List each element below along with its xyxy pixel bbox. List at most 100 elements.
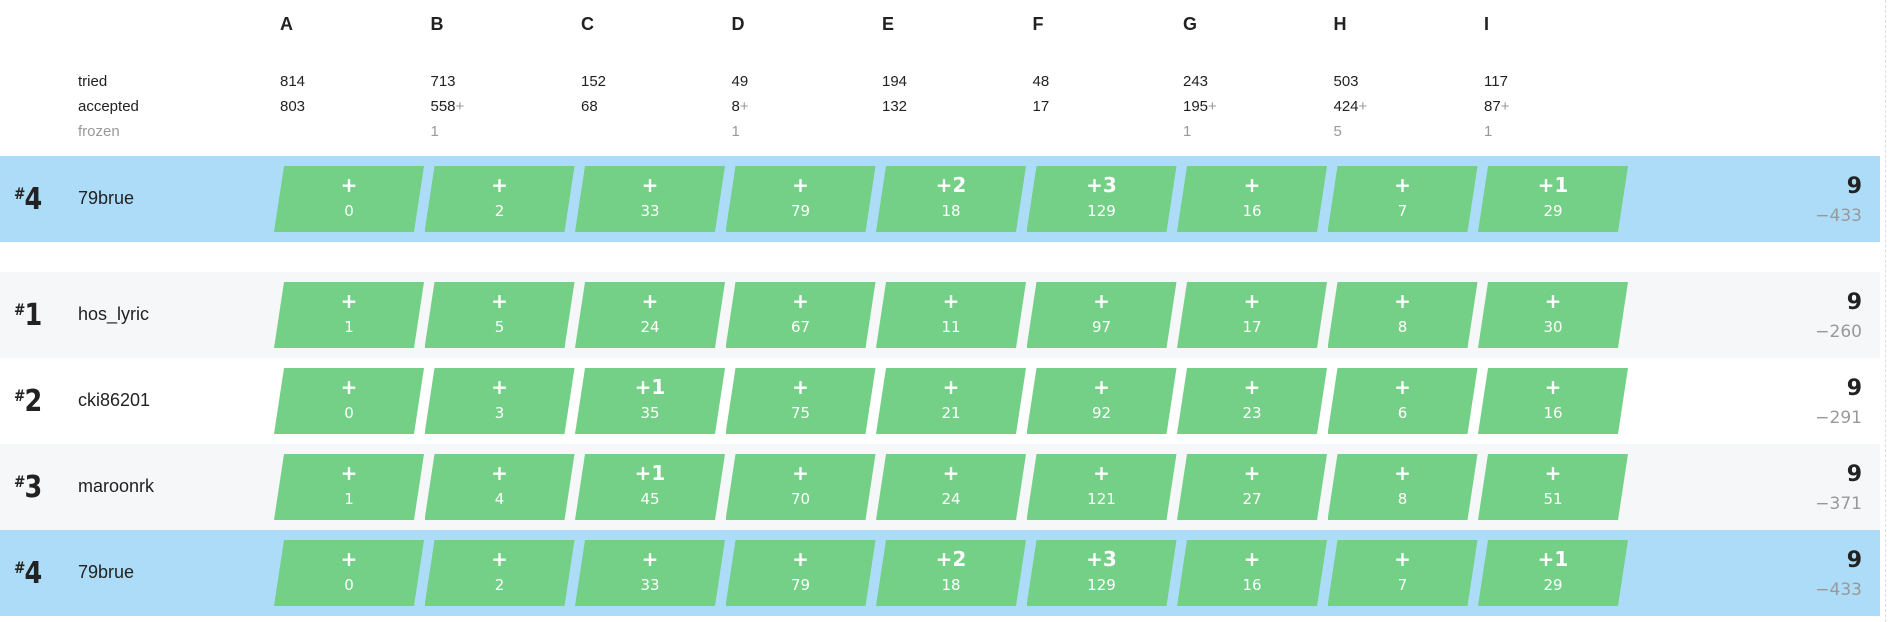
problem-cell-accepted[interactable]: +1 29 xyxy=(1478,166,1628,232)
time: 79 xyxy=(790,202,811,220)
problem-cell-accepted[interactable]: +11 xyxy=(876,282,1026,348)
accepted-count-wrap: 803 xyxy=(280,98,305,115)
accepted-count-wrap: 68 xyxy=(581,98,598,115)
problem-cell-accepted[interactable]: +2 18 xyxy=(876,540,1026,606)
problem-cell-accepted[interactable]: +7 xyxy=(1327,540,1478,606)
frozen-label: frozen xyxy=(78,123,120,140)
accepted-plus: + xyxy=(739,98,749,115)
problem-cell-accepted[interactable]: +79 xyxy=(725,166,876,232)
problem-cell-accepted[interactable]: +121 xyxy=(1026,454,1177,520)
problem-cell-accepted[interactable]: +16 xyxy=(1478,368,1628,434)
problem-header[interactable]: E xyxy=(882,14,895,34)
problem-cell-accepted[interactable]: +3 129 xyxy=(1026,540,1177,606)
attempts: + xyxy=(340,289,358,313)
rank-hash: # xyxy=(14,386,25,405)
problem-cell-accepted[interactable]: +1 35 xyxy=(575,368,725,434)
score: 9 xyxy=(1846,462,1862,487)
problem-cell-accepted[interactable]: +75 xyxy=(725,368,876,434)
problem-cell-accepted[interactable]: +0 xyxy=(274,166,424,232)
problem-cell-accepted[interactable]: +17 xyxy=(1177,282,1327,348)
problem-cell-accepted[interactable]: +79 xyxy=(725,540,876,606)
problem-cell-accepted[interactable]: +4 xyxy=(424,454,575,520)
tried-count: 49 xyxy=(731,73,749,90)
attempts: + xyxy=(491,461,508,485)
time: 23 xyxy=(1242,404,1262,422)
time: 17 xyxy=(1242,318,1262,336)
standings-row[interactable]: #1 hos_lyric +1 +5 +24 +67 +11 +97 +17 +8 +30 9 −260 xyxy=(0,272,1880,358)
problem-cell-accepted[interactable]: +30 xyxy=(1478,282,1628,348)
problem-cell-accepted[interactable]: +21 xyxy=(876,368,1026,434)
problem-cell-accepted[interactable]: +2 xyxy=(424,540,575,606)
standings-row[interactable]: #3 maroonrk +1 +4 +1 45 +70 +24 +121 +27 +8 +51 9 −37… xyxy=(0,444,1880,530)
attempts: +1 xyxy=(634,461,666,485)
problem-cell-accepted[interactable]: +1 45 xyxy=(575,454,725,520)
attempts: + xyxy=(1394,289,1411,313)
problem-cell-accepted[interactable]: +24 xyxy=(876,454,1026,520)
problem-cell-accepted[interactable]: +3 129 xyxy=(1026,166,1177,232)
problem-header[interactable]: H xyxy=(1333,14,1347,34)
scrollbar[interactable] xyxy=(1885,0,1886,622)
problem-cell-accepted[interactable]: +2 xyxy=(424,166,575,232)
contestant-name[interactable]: hos_lyric xyxy=(78,304,150,324)
rank: #2 xyxy=(14,384,42,419)
problem-cell-accepted[interactable]: +1 29 xyxy=(1478,540,1628,606)
problem-cell-accepted[interactable]: +67 xyxy=(725,282,876,348)
contestant-name[interactable]: 79brue xyxy=(78,562,135,582)
problem-cell-accepted[interactable]: +6 xyxy=(1327,368,1478,434)
contestant-name[interactable]: 79brue xyxy=(78,188,135,208)
rank: #3 xyxy=(14,470,42,505)
accepted-plus: + xyxy=(1358,98,1368,115)
problem-header[interactable]: A xyxy=(280,14,293,34)
accepted-count-wrap: 8+ xyxy=(732,98,749,115)
problem-cell-accepted[interactable]: +1 xyxy=(274,282,424,348)
time: 1 xyxy=(344,490,354,508)
problem-cell-accepted[interactable]: +23 xyxy=(1177,368,1327,434)
problem-cell-accepted[interactable]: +16 xyxy=(1177,540,1327,606)
rank: #4 xyxy=(14,556,42,591)
problem-cell-accepted[interactable]: +92 xyxy=(1026,368,1177,434)
attempts: + xyxy=(1394,375,1411,399)
problem-cell-accepted[interactable]: +5 xyxy=(424,282,575,348)
problem-header[interactable]: F xyxy=(1032,14,1044,34)
problem-cell-accepted[interactable]: +16 xyxy=(1177,166,1327,232)
problem-cell-accepted[interactable]: +70 xyxy=(725,454,876,520)
standings-row[interactable]: #4 79brue +0 +2 +33 +79 +2 18 +3 129 +16 +7 +1 29 9 −43… xyxy=(0,530,1880,616)
tried-count: 243 xyxy=(1183,73,1209,90)
problem-cell-accepted[interactable]: +0 xyxy=(274,368,424,434)
attempts: + xyxy=(792,547,809,571)
attempts: + xyxy=(792,461,809,485)
problem-cell-accepted[interactable]: +8 xyxy=(1327,282,1478,348)
time: 129 xyxy=(1087,202,1116,220)
problem-cell-accepted[interactable]: +2 18 xyxy=(876,166,1026,232)
time: 33 xyxy=(640,576,660,594)
standings-row[interactable]: #2 cki86201 +0 +3 +1 35 +75 +21 +92 +23 +6 +16 9 −291 xyxy=(0,358,1880,444)
time: 79 xyxy=(790,576,811,594)
problem-header[interactable]: G xyxy=(1183,14,1198,34)
problem-cell-accepted[interactable]: +3 xyxy=(424,368,575,434)
accepted-count: 87 xyxy=(1484,98,1501,115)
problem-header[interactable]: C xyxy=(581,14,594,34)
contestant-name[interactable]: maroonrk xyxy=(78,476,155,496)
time: 6 xyxy=(1397,404,1408,422)
attempts: + xyxy=(491,173,508,197)
problem-cell-accepted[interactable]: +27 xyxy=(1177,454,1327,520)
problem-cell-accepted[interactable]: +8 xyxy=(1327,454,1478,520)
accepted-count-wrap: 132 xyxy=(882,98,907,115)
problem-cell-accepted[interactable]: +24 xyxy=(575,282,725,348)
problem-cell-accepted[interactable]: +97 xyxy=(1026,282,1177,348)
attempts: + xyxy=(1093,289,1110,313)
problem-header[interactable]: D xyxy=(731,14,745,34)
accepted-count: 195 xyxy=(1183,98,1209,115)
attempts: + xyxy=(1093,375,1110,399)
problem-cell-accepted[interactable]: +1 xyxy=(274,454,424,520)
problem-header[interactable]: I xyxy=(1484,14,1490,34)
problem-header[interactable]: B xyxy=(430,14,444,34)
contestant-name[interactable]: cki86201 xyxy=(78,390,151,410)
problem-cell-accepted[interactable]: +51 xyxy=(1478,454,1628,520)
problem-cell-accepted[interactable]: +7 xyxy=(1327,166,1478,232)
standings-row[interactable]: #4 79brue +0 +2 +33 +79 +2 18 +3 129 +16 +7 +1 29 9 −43… xyxy=(0,156,1880,242)
problem-cell-accepted[interactable]: +33 xyxy=(575,540,725,606)
problem-cell-accepted[interactable]: +0 xyxy=(274,540,424,606)
rank-hash: # xyxy=(14,300,25,319)
problem-cell-accepted[interactable]: +33 xyxy=(575,166,725,232)
